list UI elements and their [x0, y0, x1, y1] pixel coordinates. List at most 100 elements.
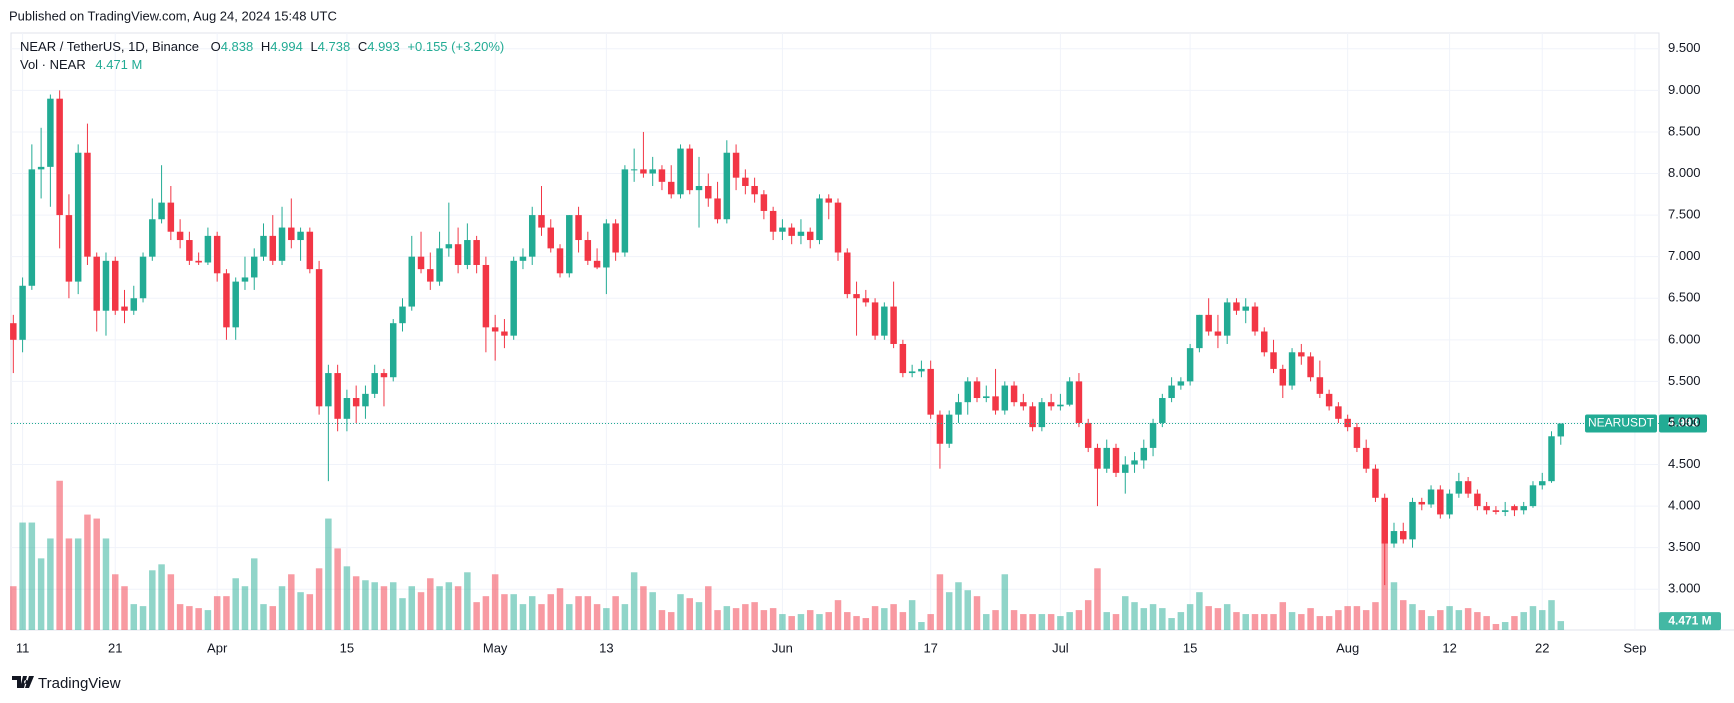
candle-body — [1446, 493, 1453, 515]
volume-bar — [1381, 542, 1388, 630]
volume-bar — [983, 614, 990, 630]
symbol-legend: NEAR / TetherUS, 1D, Binance O4.838 H4.9… — [20, 39, 504, 54]
volume-bar — [769, 608, 777, 630]
volume-bar — [1001, 574, 1009, 630]
volume-bar — [816, 614, 823, 630]
candle-body — [788, 227, 795, 236]
volume-bar — [630, 572, 638, 630]
candle-body — [501, 331, 508, 336]
volume-bar — [1270, 614, 1277, 630]
volume-bar — [1279, 602, 1287, 630]
volume-bar — [1020, 614, 1027, 630]
candle-body — [1455, 481, 1463, 494]
volume-bar — [732, 608, 740, 630]
volume-bar — [1196, 592, 1203, 630]
volume-bar — [501, 594, 508, 630]
candle-body — [834, 202, 842, 253]
volume-bar — [1307, 608, 1314, 630]
volume-bar — [1298, 614, 1305, 630]
candle-body — [584, 240, 592, 261]
candle-body — [538, 215, 545, 228]
volume-bar — [482, 596, 490, 630]
volume-bar — [473, 602, 480, 630]
candle-body — [612, 223, 619, 253]
y-tick-label: 7.000 — [1668, 248, 1701, 263]
x-tick-label: Aug — [1336, 640, 1359, 655]
candle-body — [899, 343, 907, 374]
candle-body — [908, 371, 916, 374]
candle-body — [1177, 381, 1185, 386]
volume-bar — [1520, 612, 1527, 630]
candle-body — [797, 231, 805, 236]
candle-body — [186, 240, 193, 261]
volume-bar — [232, 578, 239, 630]
candle-layer — [10, 90, 1565, 586]
volume-bar — [1094, 568, 1101, 630]
candle-body — [1464, 481, 1472, 494]
candle-body — [1186, 348, 1194, 382]
volume-bar — [464, 572, 471, 630]
candle-body — [1084, 422, 1092, 448]
y-tick-label: 9.500 — [1668, 40, 1701, 55]
volume-bar — [1492, 624, 1500, 630]
y-tick-label: 4.500 — [1668, 456, 1701, 471]
x-tick-label: Sep — [1623, 640, 1646, 655]
volume-bar — [881, 608, 888, 630]
volume-bar — [278, 586, 286, 630]
candle-body — [297, 231, 304, 241]
volume-bar — [788, 616, 795, 630]
volume-bar — [1057, 616, 1064, 630]
volume-bar — [538, 604, 545, 630]
volume-bar — [445, 582, 453, 630]
volume-bar — [491, 574, 499, 630]
ticker-tag: NEARUSDT — [1588, 416, 1655, 430]
volume-bar — [1446, 606, 1453, 630]
candle-body — [1381, 497, 1388, 544]
candle-body — [408, 256, 416, 307]
volume-bar — [325, 518, 332, 630]
candle-body — [1205, 314, 1212, 332]
candle-body — [528, 215, 536, 257]
candle-body — [427, 269, 434, 282]
volume-bar — [1353, 606, 1361, 630]
candle-body — [482, 264, 490, 328]
volume-bar — [1112, 614, 1120, 630]
candle-body — [640, 169, 647, 174]
volume-bar — [1223, 604, 1231, 630]
candle-body — [1057, 404, 1064, 407]
candle-body — [1418, 501, 1426, 505]
volume-bar — [1511, 616, 1518, 630]
candle-body — [945, 414, 953, 444]
volume-bar — [288, 574, 295, 630]
volume-bar — [890, 604, 897, 630]
volume-bar — [1437, 610, 1444, 630]
candle-body — [1298, 352, 1305, 357]
volume-bar — [1418, 610, 1426, 630]
candle-body — [1390, 531, 1398, 544]
candle-body — [621, 169, 629, 253]
volume-bar — [1529, 606, 1537, 630]
close-letter: C — [358, 39, 367, 54]
volume-bar — [918, 622, 925, 630]
volume-bar — [1400, 600, 1407, 630]
volume-bar — [936, 574, 944, 630]
candle-body — [380, 373, 388, 378]
volume-bar — [1464, 608, 1472, 630]
volume-bar — [825, 612, 832, 630]
candle-body — [1492, 510, 1500, 512]
volume-bar — [844, 612, 851, 630]
candle-body — [1483, 506, 1490, 511]
candle-body — [751, 185, 758, 195]
volume-bar — [380, 586, 388, 630]
volume-bar — [927, 614, 934, 630]
volume-bar — [1047, 614, 1055, 630]
volume-bar — [1344, 606, 1351, 630]
candle-body — [1242, 306, 1249, 311]
volume-bar — [621, 604, 629, 630]
candle-body — [1251, 306, 1259, 332]
volume-bar — [992, 610, 999, 630]
candle-body — [630, 169, 638, 171]
volume-bar — [269, 606, 277, 630]
candle-body — [1149, 422, 1157, 448]
volume-bar — [584, 596, 592, 630]
